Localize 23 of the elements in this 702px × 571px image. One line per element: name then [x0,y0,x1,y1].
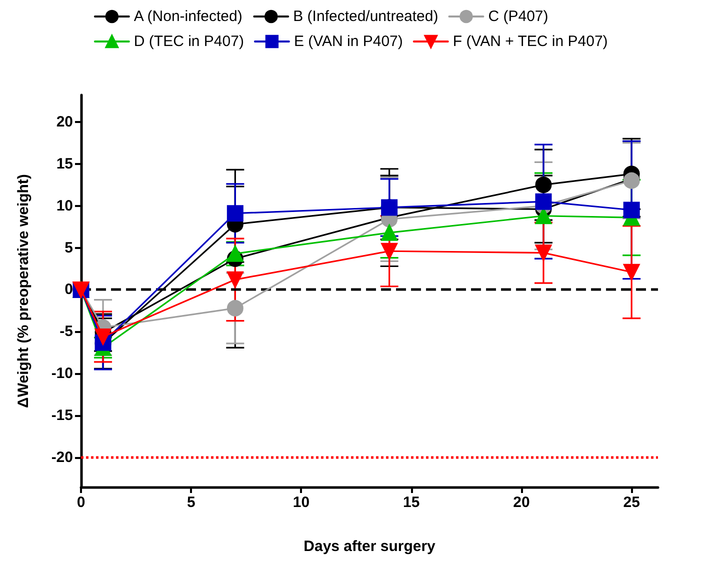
x-tick-label: 10 [292,494,310,511]
legend-label: C (P407) [488,8,548,25]
x-axis-title: Days after surgery [304,538,436,555]
y-tick-label: 10 [56,197,73,214]
legend-label: B (Infected/untreated) [293,8,438,25]
legend-label: F (VAN + TEC in P407) [452,33,608,50]
y-axis-title: ΔWeight (% preoperative weight) [15,174,32,408]
x-tick-label: 25 [623,494,640,511]
y-tick-label: 20 [56,113,73,130]
x-tick-label: 20 [513,494,530,511]
y-tick-label: -15 [51,407,73,424]
x-tick-label: 5 [186,494,196,511]
y-tick-label: 0 [64,281,73,298]
x-tick-label: 0 [76,494,86,511]
y-tick-label: -5 [60,323,73,340]
x-tick-label: 15 [403,494,420,511]
legend-label: D (TEC in P407) [134,33,244,50]
y-tick-label: -10 [51,365,73,382]
legend-label: A (Non-infected) [134,8,242,25]
y-tick-label: -20 [51,449,73,466]
y-tick-label: 5 [64,239,73,256]
legend-label: E (VAN in P407) [294,33,403,50]
y-tick-label: 15 [56,155,73,172]
